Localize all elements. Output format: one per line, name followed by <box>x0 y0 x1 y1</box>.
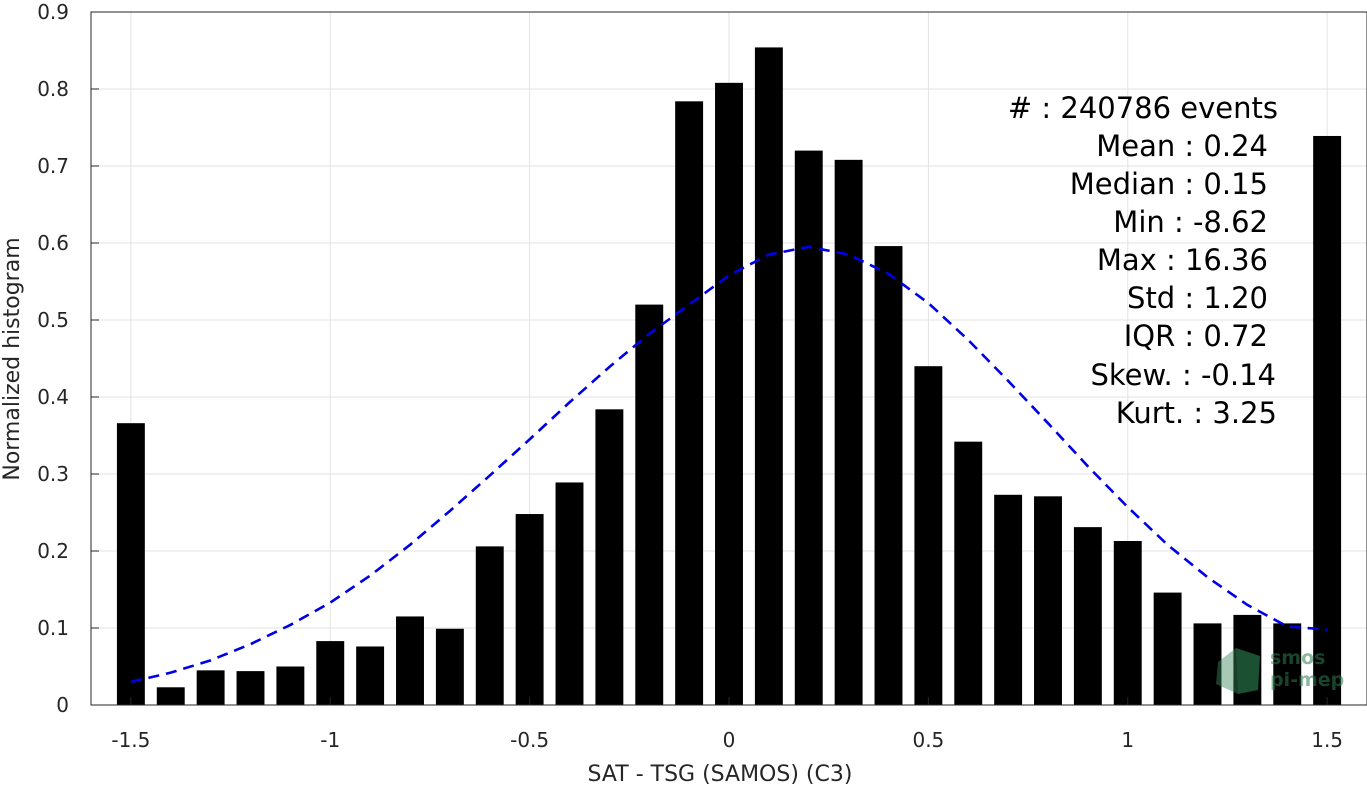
histogram-bar <box>276 666 305 705</box>
histogram-bar <box>1034 496 1062 705</box>
x-tick-label: 1.5 <box>1311 728 1343 752</box>
y-tick-label: 0.7 <box>37 154 69 178</box>
histogram-bar <box>1273 623 1302 705</box>
x-tick-label: 0.5 <box>912 728 944 752</box>
y-axis-label: Normalized histogram <box>0 237 25 480</box>
y-tick-label: 0.6 <box>37 231 69 255</box>
y-tick-label: 0.3 <box>37 462 69 486</box>
histogram-bar <box>914 366 943 705</box>
histogram-bar <box>635 304 664 705</box>
stat-kurt: Kurt. : 3.25 <box>1116 396 1277 430</box>
y-tick-label: 0 <box>56 693 69 717</box>
histogram-bar <box>1193 623 1222 705</box>
histogram-bar <box>356 646 385 705</box>
x-tick-label: -0.5 <box>510 728 549 752</box>
histogram-bar <box>1233 614 1262 705</box>
stat-min: Min : -8.62 <box>1113 205 1268 239</box>
histogram-bar <box>475 546 504 705</box>
x-tick-label: -1.5 <box>111 728 150 752</box>
histogram-bar <box>675 101 704 705</box>
histogram-bar <box>954 441 983 705</box>
histogram-bar <box>1153 592 1182 705</box>
stats-box: # : 240786 events Mean : 0.24 Median : 0… <box>1008 91 1278 430</box>
y-tick-label: 0.5 <box>37 308 69 332</box>
histogram-bar <box>236 671 265 705</box>
histogram-bar <box>555 482 584 705</box>
histogram-bar <box>196 670 225 705</box>
histogram-bar <box>1073 527 1102 705</box>
smos-pimep-watermark: smos pi-mep <box>1216 647 1344 694</box>
stat-median: Median : 0.15 <box>1070 167 1268 201</box>
y-tick-label: 0.2 <box>37 539 69 563</box>
histogram-bar <box>834 159 863 706</box>
watermark-line-2: pi-mep <box>1270 669 1344 691</box>
stat-max: Max : 16.36 <box>1097 243 1268 277</box>
histogram-bar <box>156 687 185 705</box>
x-tick-label: 1 <box>1121 728 1134 752</box>
x-axis-ticks: -1.5 -1 -0.5 0 0.5 1 1.5 <box>111 697 1343 752</box>
watermark-line-1: smos <box>1270 647 1325 669</box>
y-axis-ticks: 0 0.1 0.2 0.3 0.4 0.5 0.6 0.7 0.8 0.9 <box>37 0 99 717</box>
histogram-bar <box>715 82 743 706</box>
histogram-bar <box>116 423 145 705</box>
y-tick-label: 0.1 <box>37 616 69 640</box>
x-tick-label: -1 <box>320 728 340 752</box>
histogram-bar <box>794 150 823 706</box>
stat-std: Std : 1.20 <box>1127 281 1268 315</box>
histogram-bar <box>994 494 1023 705</box>
histogram-bar <box>595 409 624 705</box>
histogram-bar <box>754 47 783 706</box>
stat-iqr: IQR : 0.72 <box>1124 319 1268 353</box>
x-tick-label: 0 <box>723 728 736 752</box>
y-tick-label: 0.8 <box>37 77 69 101</box>
histogram-bar <box>316 641 345 705</box>
stat-mean: Mean : 0.24 <box>1096 129 1268 163</box>
stat-skew: Skew. : -0.14 <box>1090 358 1276 392</box>
y-tick-label: 0.9 <box>37 0 69 24</box>
histogram-bar <box>874 246 903 705</box>
histogram-bar <box>435 628 464 705</box>
histogram-bar <box>1113 540 1142 705</box>
histogram-bar <box>396 616 424 705</box>
y-tick-label: 0.4 <box>37 385 69 409</box>
x-axis-label: SAT - TSG (SAMOS) (C3) <box>588 762 853 785</box>
histogram-bar <box>1313 135 1342 706</box>
bar-series <box>116 47 1342 706</box>
stat-events: # : 240786 events <box>1008 91 1278 125</box>
histogram-bar <box>515 514 544 705</box>
